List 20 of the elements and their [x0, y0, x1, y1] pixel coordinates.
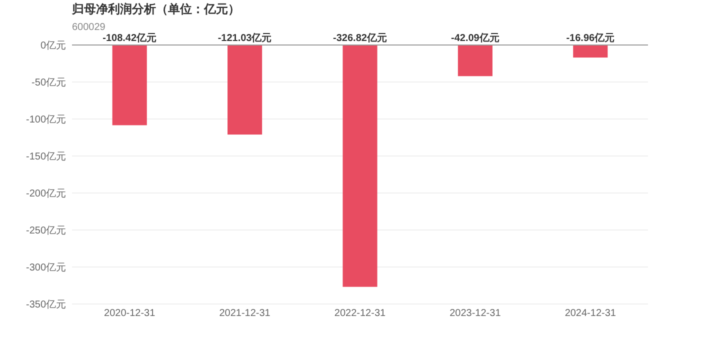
data-label: -42.09亿元 [451, 32, 500, 44]
y-tick-label: -150亿元 [26, 152, 66, 162]
x-tick-label: 2021-12-31 [219, 308, 271, 319]
data-label: -326.82亿元 [333, 32, 387, 44]
chart-subtitle: 600029 [72, 22, 106, 33]
x-tick-label: 2024-12-31 [564, 308, 616, 319]
y-tick-label: -300亿元 [26, 262, 66, 274]
data-label: -16.96亿元 [566, 32, 615, 44]
data-label: -121.03亿元 [218, 32, 272, 44]
y-tick-label: -200亿元 [26, 188, 66, 200]
y-tick-label: 0亿元 [40, 40, 66, 52]
y-tick-label: -100亿元 [26, 114, 66, 126]
x-tick-label: 2023-12-31 [450, 308, 502, 319]
y-tick-label: -250亿元 [26, 226, 66, 236]
chart-title: 归母净利润分析（单位：亿元） [71, 2, 240, 16]
data-label: -108.42亿元 [102, 32, 157, 44]
y-tick-label: -50亿元 [32, 78, 66, 88]
x-tick-label: 2020-12-31 [104, 308, 156, 319]
x-tick-label: 2022-12-31 [334, 308, 386, 319]
y-tick-label: -350亿元 [26, 300, 66, 310]
